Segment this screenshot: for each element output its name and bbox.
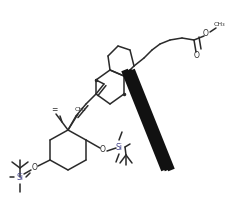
Text: Si: Si xyxy=(16,173,23,181)
Text: O: O xyxy=(193,52,199,60)
Text: Si: Si xyxy=(115,142,122,151)
Text: O: O xyxy=(32,164,38,173)
Text: CH₂: CH₂ xyxy=(74,107,85,112)
Text: O: O xyxy=(202,29,208,38)
Text: =: = xyxy=(51,105,57,114)
Text: CH₃: CH₃ xyxy=(212,21,224,26)
Text: O: O xyxy=(100,144,106,153)
